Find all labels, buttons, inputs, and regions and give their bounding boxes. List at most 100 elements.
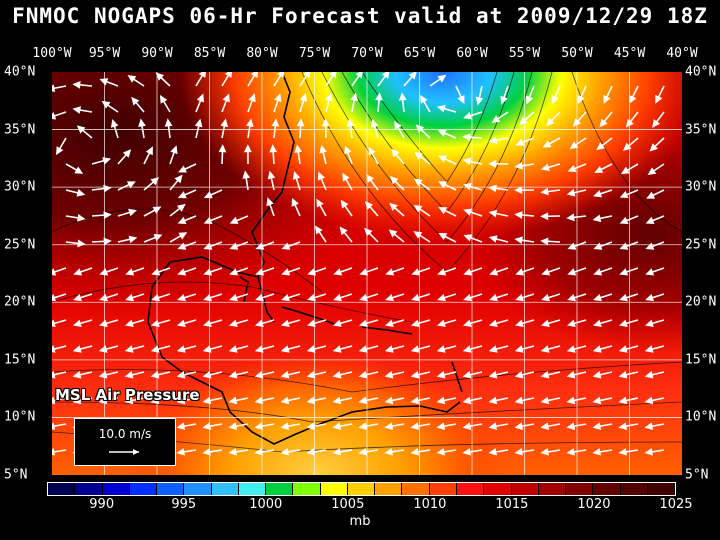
wind-arrow (577, 85, 587, 105)
wind-arrow (488, 184, 509, 193)
wind-arrow (316, 198, 327, 217)
wind-arrow (52, 345, 67, 353)
wind-arrow (567, 267, 587, 276)
wind-arrow (403, 72, 417, 87)
wind-arrow (370, 118, 379, 139)
wind-arrow (655, 85, 665, 104)
wind-arrow (177, 241, 197, 250)
map-title: FNMOC NOGAPS 06-Hr Forecast valid at 200… (12, 4, 708, 28)
wind-arrow (566, 188, 587, 197)
wind-arrow (52, 422, 67, 430)
wind-arrow (177, 293, 197, 302)
colorbar-swatch (184, 483, 212, 495)
wind-arrow (618, 447, 639, 456)
wind-arrow (229, 293, 249, 302)
wind-arrow (514, 396, 535, 405)
wind-arrow (514, 211, 535, 219)
wind-arrow (280, 447, 301, 456)
wind-arrow (463, 208, 483, 217)
wind-arrow (228, 396, 249, 405)
wind-arrow (645, 241, 665, 250)
wind-arrow (384, 422, 405, 430)
wind-arrow (52, 447, 67, 456)
wind-arrow (351, 72, 363, 87)
wind-arrow (593, 267, 613, 276)
latitude-label-left: 15°N (4, 352, 36, 368)
colorbar-swatch (48, 483, 76, 495)
colorbar-swatch (347, 483, 376, 495)
wind-arrow (254, 396, 275, 405)
colorbar-tick-label: 1000 (249, 497, 283, 512)
wind-arrow (273, 72, 285, 87)
wind-arrow (91, 157, 112, 165)
latitude-label-right: 40°N (685, 64, 717, 80)
wind-arrow (292, 171, 301, 191)
latitude-label-left: 30°N (4, 179, 36, 195)
wind-arrow (280, 319, 301, 328)
wind-arrow (488, 370, 509, 379)
wind-arrow (203, 241, 223, 250)
longitude-label: 75°W (298, 46, 331, 61)
wind-arrow (455, 85, 465, 104)
wind-arrow (255, 293, 275, 302)
wind-arrow (377, 72, 390, 87)
wind-arrow (540, 319, 561, 328)
wind-arrow (599, 111, 613, 128)
wind-arrow (65, 189, 86, 197)
longitude-label: 50°W (561, 46, 593, 61)
wind-arrow (566, 319, 587, 328)
wind-arrow (306, 396, 327, 405)
wind-arrow (542, 137, 561, 148)
latitude-label-left: 25°N (4, 237, 36, 253)
wind-arrow (436, 105, 457, 113)
wind-arrow (254, 319, 275, 328)
wind-arrow (202, 345, 223, 353)
wind-arrow (280, 396, 301, 405)
wind-arrow (281, 241, 301, 250)
wind-arrow (281, 293, 301, 302)
wind-arrow (596, 137, 613, 151)
longitude-label: 70°W (351, 46, 383, 61)
colorbar-swatch (157, 483, 185, 495)
wind-arrow (228, 319, 249, 328)
wind-arrow (618, 396, 639, 405)
wind-arrow (619, 189, 639, 199)
wind-arrow (437, 129, 457, 139)
wind-arrow (254, 370, 275, 379)
wind-arrow (646, 189, 665, 199)
wind-arrow (176, 396, 197, 405)
colorbar-tick-label: 1020 (577, 497, 611, 512)
latitude-label-right: 10°N (685, 409, 717, 425)
wind-arrow (150, 370, 171, 379)
coastline (257, 276, 275, 323)
wind-arrow (437, 293, 457, 302)
wind-arrow (593, 293, 613, 302)
wind-arrow (514, 161, 535, 170)
wind-arrow (299, 93, 308, 113)
wind-arrow (291, 197, 301, 217)
wind-arrow (429, 74, 447, 87)
wind-arrow (91, 237, 112, 246)
wind-arrow (246, 118, 254, 139)
wind-arrow (177, 267, 197, 276)
isobar-line (361, 72, 498, 183)
wind-arrow (514, 370, 535, 379)
wind-arrow (540, 345, 561, 353)
reference-vector-box: 10.0 m/s (74, 418, 176, 466)
wind-arrow (319, 144, 327, 165)
wind-arrow (364, 201, 379, 217)
wind-arrow (567, 241, 587, 250)
wind-arrow (143, 206, 162, 217)
wind-arrow (463, 267, 483, 276)
wind-arrow (306, 447, 327, 456)
wind-arrow (98, 396, 119, 405)
wind-arrow (202, 447, 223, 456)
wind-arrow (644, 370, 665, 379)
reference-vector-label: 10.0 m/s (98, 427, 152, 441)
lat-lon-grid (52, 72, 682, 475)
wind-arrow (98, 345, 119, 353)
wind-arrow (592, 214, 613, 223)
wind-arrow (540, 370, 561, 379)
wind-arrow (385, 293, 405, 302)
wind-arrow (306, 345, 327, 353)
